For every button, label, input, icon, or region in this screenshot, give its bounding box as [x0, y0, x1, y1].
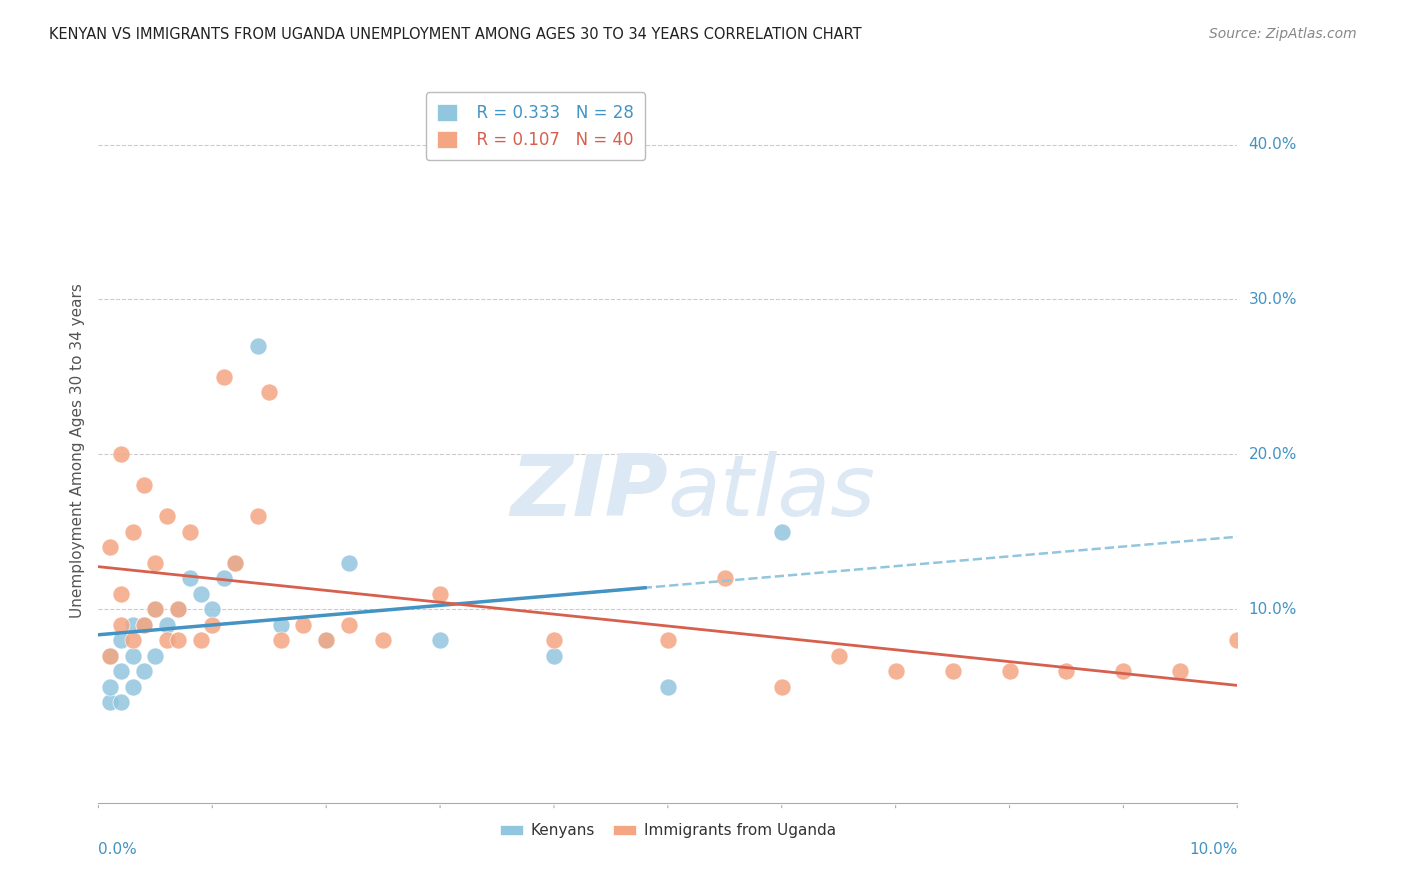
Point: [145, 602, 167, 616]
Point: [429, 587, 451, 601]
Point: [246, 509, 269, 524]
Point: [145, 556, 167, 570]
Point: [121, 648, 143, 663]
Point: [657, 633, 679, 648]
Point: [292, 617, 315, 632]
Point: [110, 617, 132, 632]
Point: [942, 664, 965, 678]
Point: [770, 524, 793, 539]
Point: [110, 587, 132, 601]
Point: [132, 478, 155, 492]
Text: 40.0%: 40.0%: [1249, 137, 1296, 152]
Point: [270, 617, 292, 632]
Text: ZIP: ZIP: [510, 451, 668, 534]
Point: [337, 556, 360, 570]
Point: [246, 339, 269, 353]
Point: [770, 680, 793, 694]
Point: [212, 571, 235, 585]
Point: [156, 617, 179, 632]
Text: KENYAN VS IMMIGRANTS FROM UGANDA UNEMPLOYMENT AMONG AGES 30 TO 34 YEARS CORRELAT: KENYAN VS IMMIGRANTS FROM UGANDA UNEMPLO…: [49, 27, 862, 42]
Point: [110, 664, 132, 678]
Point: [1226, 633, 1249, 648]
Text: 20.0%: 20.0%: [1249, 447, 1296, 462]
Point: [190, 587, 212, 601]
Y-axis label: Unemployment Among Ages 30 to 34 years: Unemployment Among Ages 30 to 34 years: [69, 283, 84, 618]
Point: [179, 571, 201, 585]
Point: [543, 633, 565, 648]
Point: [884, 664, 907, 678]
Point: [145, 648, 167, 663]
Point: [828, 648, 851, 663]
Point: [98, 648, 121, 663]
Point: [201, 602, 224, 616]
Point: [156, 509, 179, 524]
Point: [714, 571, 737, 585]
Text: Source: ZipAtlas.com: Source: ZipAtlas.com: [1209, 27, 1357, 41]
Point: [121, 680, 143, 694]
Point: [224, 556, 246, 570]
Point: [373, 633, 395, 648]
Point: [167, 602, 190, 616]
Point: [156, 633, 179, 648]
Text: 10.0%: 10.0%: [1249, 602, 1296, 616]
Point: [201, 617, 224, 632]
Point: [179, 524, 201, 539]
Text: 10.0%: 10.0%: [1189, 842, 1237, 856]
Point: [132, 664, 155, 678]
Point: [224, 556, 246, 570]
Point: [145, 602, 167, 616]
Point: [121, 633, 143, 648]
Point: [315, 633, 337, 648]
Point: [110, 633, 132, 648]
Point: [132, 617, 155, 632]
Point: [315, 633, 337, 648]
Point: [1170, 664, 1192, 678]
Legend: Kenyans, Immigrants from Uganda: Kenyans, Immigrants from Uganda: [494, 817, 842, 845]
Point: [259, 385, 281, 400]
Point: [98, 541, 121, 555]
Point: [1112, 664, 1135, 678]
Text: atlas: atlas: [668, 451, 876, 534]
Point: [98, 680, 121, 694]
Point: [270, 633, 292, 648]
Point: [543, 648, 565, 663]
Point: [1056, 664, 1078, 678]
Point: [121, 617, 143, 632]
Point: [132, 617, 155, 632]
Point: [98, 695, 121, 709]
Point: [429, 633, 451, 648]
Point: [167, 602, 190, 616]
Point: [998, 664, 1021, 678]
Point: [167, 633, 190, 648]
Point: [337, 617, 360, 632]
Point: [121, 524, 143, 539]
Text: 0.0%: 0.0%: [98, 842, 138, 856]
Point: [212, 370, 235, 384]
Point: [110, 447, 132, 461]
Point: [110, 695, 132, 709]
Text: 30.0%: 30.0%: [1249, 292, 1296, 307]
Point: [657, 680, 679, 694]
Point: [98, 648, 121, 663]
Point: [190, 633, 212, 648]
